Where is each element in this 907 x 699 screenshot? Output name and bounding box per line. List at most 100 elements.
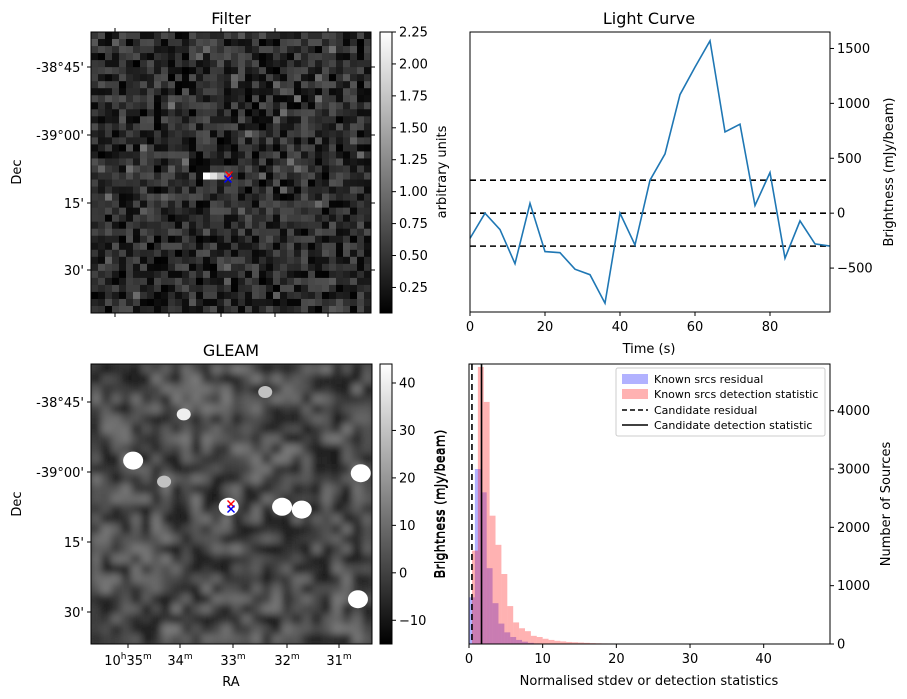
gleam-noise-cell [331,454,343,465]
filter-pixel [175,221,183,230]
filter-pixel [350,242,358,251]
filter-pixel [308,277,316,286]
gleam-noise-cell [121,394,132,405]
filter-pixel [231,60,239,68]
gleam-noise-cell [231,484,243,495]
gleam-colorbar-ticklabel: 10 [399,519,416,534]
gleam-noise-cell [251,364,263,375]
filter-pixel [224,102,232,110]
filter-pixel [161,221,169,230]
filter-pixel [217,284,225,293]
filter-image [91,32,372,314]
gleam-noise-cell [191,554,202,565]
filter-pixel [126,249,134,258]
filter-pixel [259,270,267,279]
gleam-noise-cell [171,394,182,405]
gleam-noise-cell [331,384,343,395]
filter-pixel [154,284,162,293]
filter-pixel [280,207,288,216]
filter-pixel [301,151,309,159]
filter-pixel [154,81,162,89]
filter-pixel [252,207,260,216]
filter-pixel [210,263,218,272]
gleam-source [291,500,312,519]
filter-pixel [245,284,253,293]
gleam-noise-cell [161,444,172,455]
gleam-noise-cell [231,574,243,585]
filter-pixel [140,221,148,230]
gleam-noise-cell [351,384,363,395]
gleam-noise-cell [161,624,172,635]
filter-pixel [98,242,106,251]
gleam-noise-cell [161,454,172,465]
filter-pixel [168,130,176,138]
filter-pixel [98,137,106,145]
gleam-noise-cell [201,474,212,485]
filter-pixel [203,277,211,286]
gleam-noise-cell [181,564,192,575]
filter-pixel [161,116,169,124]
gleam-noise-cell [121,544,132,555]
filter-pixel [273,123,281,131]
filter-pixel [98,67,106,75]
gleam-noise-cell [121,364,132,375]
filter-pixel [168,137,176,145]
filter-pixel [322,46,330,54]
filter-pixel [301,221,309,230]
gleam-noise-cell [261,604,273,615]
filter-pixel [364,200,372,209]
gleam-noise-cell [161,364,172,375]
histogram-bar-detection [560,641,567,645]
gleam-noise-cell [101,574,112,585]
filter-pixel [182,109,190,117]
gleam-noise-cell [271,534,283,545]
gleam-noise-cell [321,414,333,425]
filter-pixel [105,158,113,166]
gleam-noise-cell [141,404,152,415]
filter-pixel [154,158,162,166]
filter-pixel [259,144,267,152]
filter-pixel [168,116,176,124]
filter-pixel [147,32,155,40]
filter-pixel [329,67,337,75]
filter-pixel [140,137,148,145]
filter-pixel [133,284,141,293]
gleam-noise-cell [221,404,232,415]
filter-pixel [231,277,239,286]
gleam-noise-cell [241,544,253,555]
filter-pixel [322,207,330,216]
filter-pixel [329,179,337,187]
gleam-noise-cell [161,604,172,615]
gleam-noise-cell [91,404,102,415]
gleam-noise-cell [251,544,263,555]
filter-pixel [322,270,330,279]
filter-pixel [203,179,211,187]
filter-pixel [287,53,295,61]
filter-pixel [154,95,162,103]
filter-pixel [315,263,323,272]
filter-pixel [308,130,316,138]
filter-pixel [161,151,169,159]
filter-pixel [266,249,274,258]
gleam-xlabel: RA [222,675,240,690]
gleam-noise-cell [131,604,142,615]
gleam-noise-cell [311,424,323,435]
filter-pixel [308,263,316,272]
filter-pixel [217,242,225,251]
filter-pixel [154,123,162,131]
filter-pixel [133,228,141,237]
filter-pixel [105,53,113,61]
gleam-noise-cell [181,454,192,465]
filter-pixel [343,74,351,82]
filter-pixel [273,256,281,265]
gleam-noise-cell [251,604,263,615]
filter-pixel [112,67,120,75]
gleam-noise-cell [151,634,162,644]
gleam-noise-cell [321,464,333,475]
filter-pixel [105,32,113,40]
filter-pixel [252,179,260,187]
filter-pixel [154,207,162,216]
filter-pixel [322,95,330,103]
filter-pixel [273,81,281,89]
